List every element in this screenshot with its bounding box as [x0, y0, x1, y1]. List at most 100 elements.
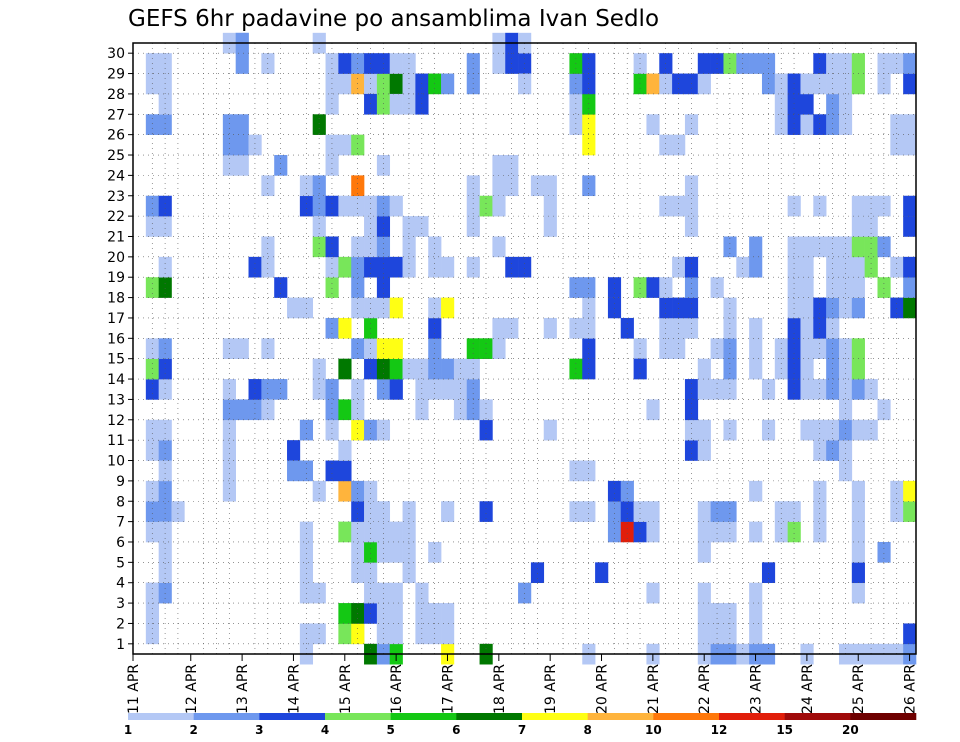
precip-cell — [749, 623, 763, 645]
precip-cell — [800, 419, 814, 441]
precip-cell — [826, 277, 840, 298]
precip-cell — [145, 195, 159, 217]
precip-cell — [569, 93, 583, 115]
precip-cell — [351, 195, 365, 217]
precip-cell — [222, 460, 236, 482]
precip-cell — [582, 93, 596, 115]
precip-cell — [633, 521, 647, 543]
precip-cell — [402, 521, 416, 543]
precip-cell — [261, 175, 275, 197]
precip-cell — [466, 175, 480, 197]
legend-label: 8 — [583, 723, 591, 737]
precip-cell — [697, 419, 711, 441]
precip-cell — [479, 419, 493, 441]
precip-cell — [826, 440, 840, 461]
precip-cell — [376, 277, 391, 298]
legend-label: 12 — [711, 723, 728, 737]
precip-cell — [325, 155, 339, 176]
precip-cell — [787, 297, 801, 319]
precip-cell — [851, 297, 865, 319]
precip-cell — [774, 93, 788, 115]
precip-cell — [402, 541, 416, 563]
y-tick-label: 24 — [107, 168, 125, 184]
precip-cell — [543, 216, 557, 237]
precip-cell — [505, 256, 519, 278]
precip-cell — [903, 623, 917, 645]
precip-cell — [710, 501, 724, 522]
precip-cell — [530, 562, 545, 584]
precip-cell — [389, 379, 403, 400]
precip-cell — [222, 134, 236, 156]
legend-swatch — [850, 713, 917, 720]
precip-cell — [389, 623, 403, 645]
precip-cell — [697, 521, 711, 543]
precip-cell — [684, 399, 699, 421]
y-tick-label: 1 — [116, 637, 125, 653]
precip-cell — [376, 195, 391, 217]
x-tick-label: 19 APR — [543, 664, 559, 714]
precip-cell — [376, 155, 391, 176]
precip-cell — [364, 236, 378, 258]
precip-cell — [851, 195, 865, 217]
precip-cell — [402, 358, 416, 380]
legend-swatch — [259, 713, 326, 720]
legend-swatch — [193, 713, 260, 720]
precip-cell — [800, 93, 814, 115]
precip-cell — [145, 277, 159, 298]
precip-cell — [723, 358, 737, 380]
precip-cell — [684, 175, 699, 197]
precip-cell — [312, 175, 326, 197]
precip-cell — [299, 297, 314, 319]
precip-cell — [659, 134, 673, 156]
legend-swatch — [522, 713, 588, 720]
precip-cell — [800, 317, 814, 339]
precip-cell — [851, 582, 865, 604]
precip-cell — [389, 541, 403, 563]
precip-cell — [646, 114, 660, 135]
precip-cell — [466, 256, 480, 278]
precip-cell — [851, 521, 865, 543]
precip-cell — [222, 419, 236, 441]
precip-cell — [145, 114, 159, 135]
precip-cell — [492, 195, 506, 217]
precip-cell — [569, 501, 583, 522]
precip-cell — [441, 73, 455, 95]
precip-cell — [389, 358, 403, 380]
precip-cell — [684, 216, 699, 237]
precip-cell — [145, 358, 159, 380]
precip-cell — [364, 480, 378, 502]
precip-cell — [787, 521, 801, 543]
y-tick-label: 6 — [116, 535, 125, 551]
y-tick-label: 16 — [107, 331, 125, 347]
precip-cell — [376, 256, 391, 278]
y-tick-label: 5 — [116, 555, 125, 571]
precip-cell — [453, 399, 468, 421]
precip-cell — [389, 53, 403, 74]
precip-cell — [312, 114, 326, 135]
x-tick-label: 11 APR — [126, 664, 142, 714]
precip-cell — [312, 358, 326, 380]
y-tick-label: 25 — [107, 148, 125, 164]
legend-swatch — [456, 713, 523, 720]
precip-cell — [222, 379, 236, 400]
legend-swatch — [719, 713, 785, 720]
precip-cell — [800, 379, 814, 400]
precip-cell — [402, 256, 416, 278]
precip-cell — [338, 460, 352, 482]
precip-cell — [222, 480, 236, 502]
precip-cell — [389, 195, 403, 217]
precip-cell — [877, 236, 891, 258]
precip-cell — [376, 358, 391, 380]
precip-cell — [351, 297, 365, 319]
precip-cell — [441, 501, 455, 522]
precip-cell — [299, 460, 314, 482]
legend-label: 5 — [386, 723, 394, 737]
precip-cell — [903, 216, 917, 237]
precip-cell — [389, 256, 403, 278]
legend-label: 6 — [452, 723, 460, 737]
color-legend: 1 2 3 4 5 6 7 8 10 12 15 20 — [124, 713, 917, 737]
precip-cell — [749, 358, 763, 380]
precip-cell — [813, 195, 827, 217]
precip-cell — [235, 338, 249, 359]
precip-cell — [633, 358, 647, 380]
